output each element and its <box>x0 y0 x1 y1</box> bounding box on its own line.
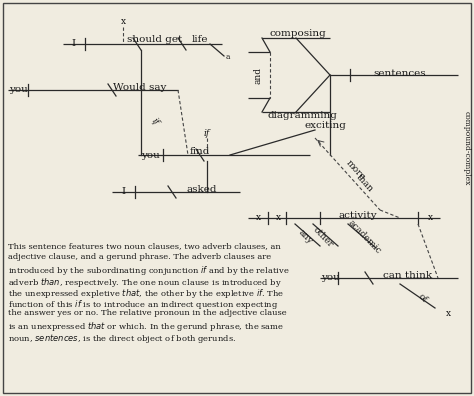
Text: the answer yes or no. The relative pronoun in the adjective clause: the answer yes or no. The relative prono… <box>8 309 287 317</box>
Text: you: you <box>141 150 159 160</box>
Text: Would say: Would say <box>113 82 167 91</box>
Text: adjective clause, and a gerund phrase. The adverb clauses are: adjective clause, and a gerund phrase. T… <box>8 253 271 261</box>
Text: I: I <box>72 40 76 48</box>
Text: exciting: exciting <box>304 122 346 131</box>
Text: x: x <box>120 17 126 27</box>
Text: if: if <box>204 128 210 137</box>
Text: find: find <box>190 147 210 156</box>
Text: can think: can think <box>383 270 433 280</box>
Text: introduced by the subordinating conjunction $\it{if}$ and by the relative: introduced by the subordinating conjunct… <box>8 265 290 278</box>
Text: any: any <box>296 228 314 246</box>
Text: other: other <box>311 225 335 249</box>
Text: activity: activity <box>339 211 377 219</box>
Text: x: x <box>275 213 281 223</box>
Text: x: x <box>255 213 261 223</box>
Text: academic: academic <box>346 218 383 256</box>
Text: than: than <box>355 172 375 194</box>
Text: x: x <box>428 213 433 223</box>
Text: the unexpressed expletive $\it{that}$, the other by the expletive $\it{if}$. The: the unexpressed expletive $\it{that}$, t… <box>8 287 284 300</box>
Text: I: I <box>122 187 126 196</box>
Text: noun, $\it{sentences}$, is the direct object of both gerunds.: noun, $\it{sentences}$, is the direct ob… <box>8 331 236 345</box>
Text: This sentence features two noun clauses, two adverb clauses, an: This sentence features two noun clauses,… <box>8 242 281 250</box>
Text: adverb $\it{than}$, respectively. The one noun clause is introduced by: adverb $\it{than}$, respectively. The on… <box>8 276 282 289</box>
Text: function of this $\it{if}$ is to introduce an indirect question expecting: function of this $\it{if}$ is to introdu… <box>8 298 278 311</box>
Text: composing: composing <box>270 29 327 38</box>
Text: should get: should get <box>128 36 182 44</box>
Text: is an unexpressed $\it{that}$ or which. In the gerund phrase, the same: is an unexpressed $\it{that}$ or which. … <box>8 320 284 333</box>
Text: you: you <box>9 86 27 95</box>
Text: of: of <box>416 292 428 304</box>
Text: compound-complex: compound-complex <box>463 111 471 185</box>
Text: a: a <box>226 53 230 61</box>
Text: life: life <box>192 36 208 44</box>
Text: you: you <box>320 274 339 282</box>
Text: more: more <box>344 158 366 182</box>
Text: asked: asked <box>187 185 217 194</box>
Text: if: if <box>149 117 161 127</box>
Text: sentences: sentences <box>374 69 426 78</box>
Text: x: x <box>446 310 451 318</box>
Text: diagramming: diagramming <box>267 112 337 120</box>
Text: and: and <box>254 67 263 84</box>
